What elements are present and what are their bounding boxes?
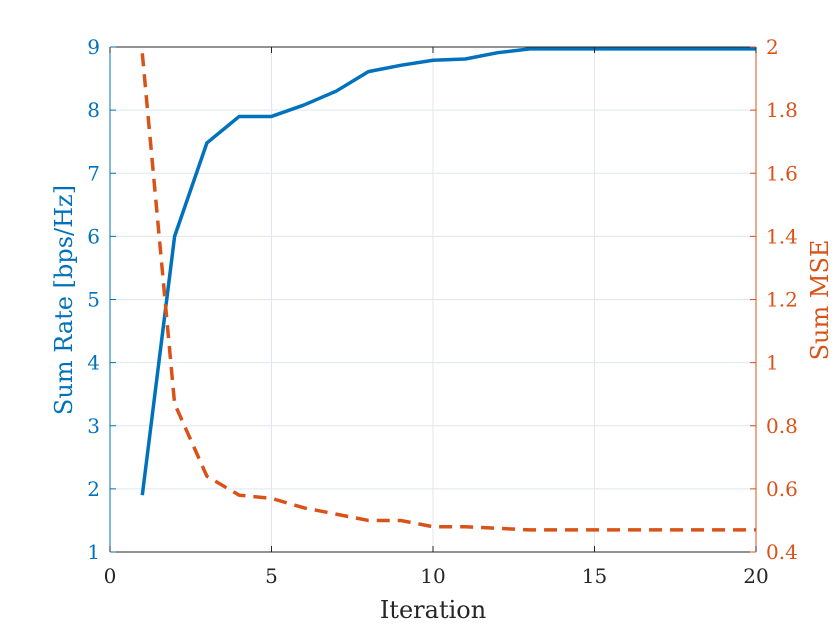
tick-labels: 0 5 10 15 20 1 2 3 4 5 6 7 8 9 0.4 0.6 0.8 1 1.2 1.4 1.6 1.8 2	[87, 35, 798, 588]
x-tick-label: 10	[420, 564, 445, 588]
left-y-tick-label: 7	[87, 161, 100, 185]
right-y-tick-label: 1.4	[766, 224, 798, 248]
left-y-tick-label: 5	[87, 288, 100, 312]
grid-lines	[110, 47, 756, 552]
left-y-axis-title: Sum Rate [bps/Hz]	[50, 185, 78, 415]
left-y-tick-label: 9	[87, 35, 100, 59]
right-y-tick-label: 1.6	[766, 161, 798, 185]
right-y-axis-title: Sum MSE	[806, 240, 834, 361]
right-y-tick-label: 0.8	[766, 414, 798, 438]
right-y-tick-label: 1.8	[766, 98, 798, 122]
left-y-tick-label: 6	[87, 224, 100, 248]
sum-rate-line	[140, 47, 756, 496]
right-y-tick-label: 2	[766, 35, 779, 59]
left-y-tick-label: 3	[87, 414, 100, 438]
x-axis-title: Iteration	[380, 596, 486, 624]
x-tick-label: 15	[582, 564, 607, 588]
x-tick-label: 5	[265, 564, 278, 588]
left-y-tick-label: 1	[87, 540, 100, 564]
right-y-tick-label: 0.6	[766, 477, 798, 501]
left-y-tick-label: 4	[87, 351, 100, 375]
right-y-tick-label: 1	[766, 351, 779, 375]
data-series	[140, 47, 756, 532]
right-y-tick-label: 0.4	[766, 540, 798, 564]
axes	[109, 46, 757, 553]
x-tick-label: 0	[104, 564, 117, 588]
left-y-tick-label: 2	[87, 477, 100, 501]
x-tick-label: 20	[743, 564, 768, 588]
sum-mse-line	[140, 53, 756, 532]
left-y-tick-label: 8	[87, 98, 100, 122]
right-y-tick-label: 1.2	[766, 288, 798, 312]
